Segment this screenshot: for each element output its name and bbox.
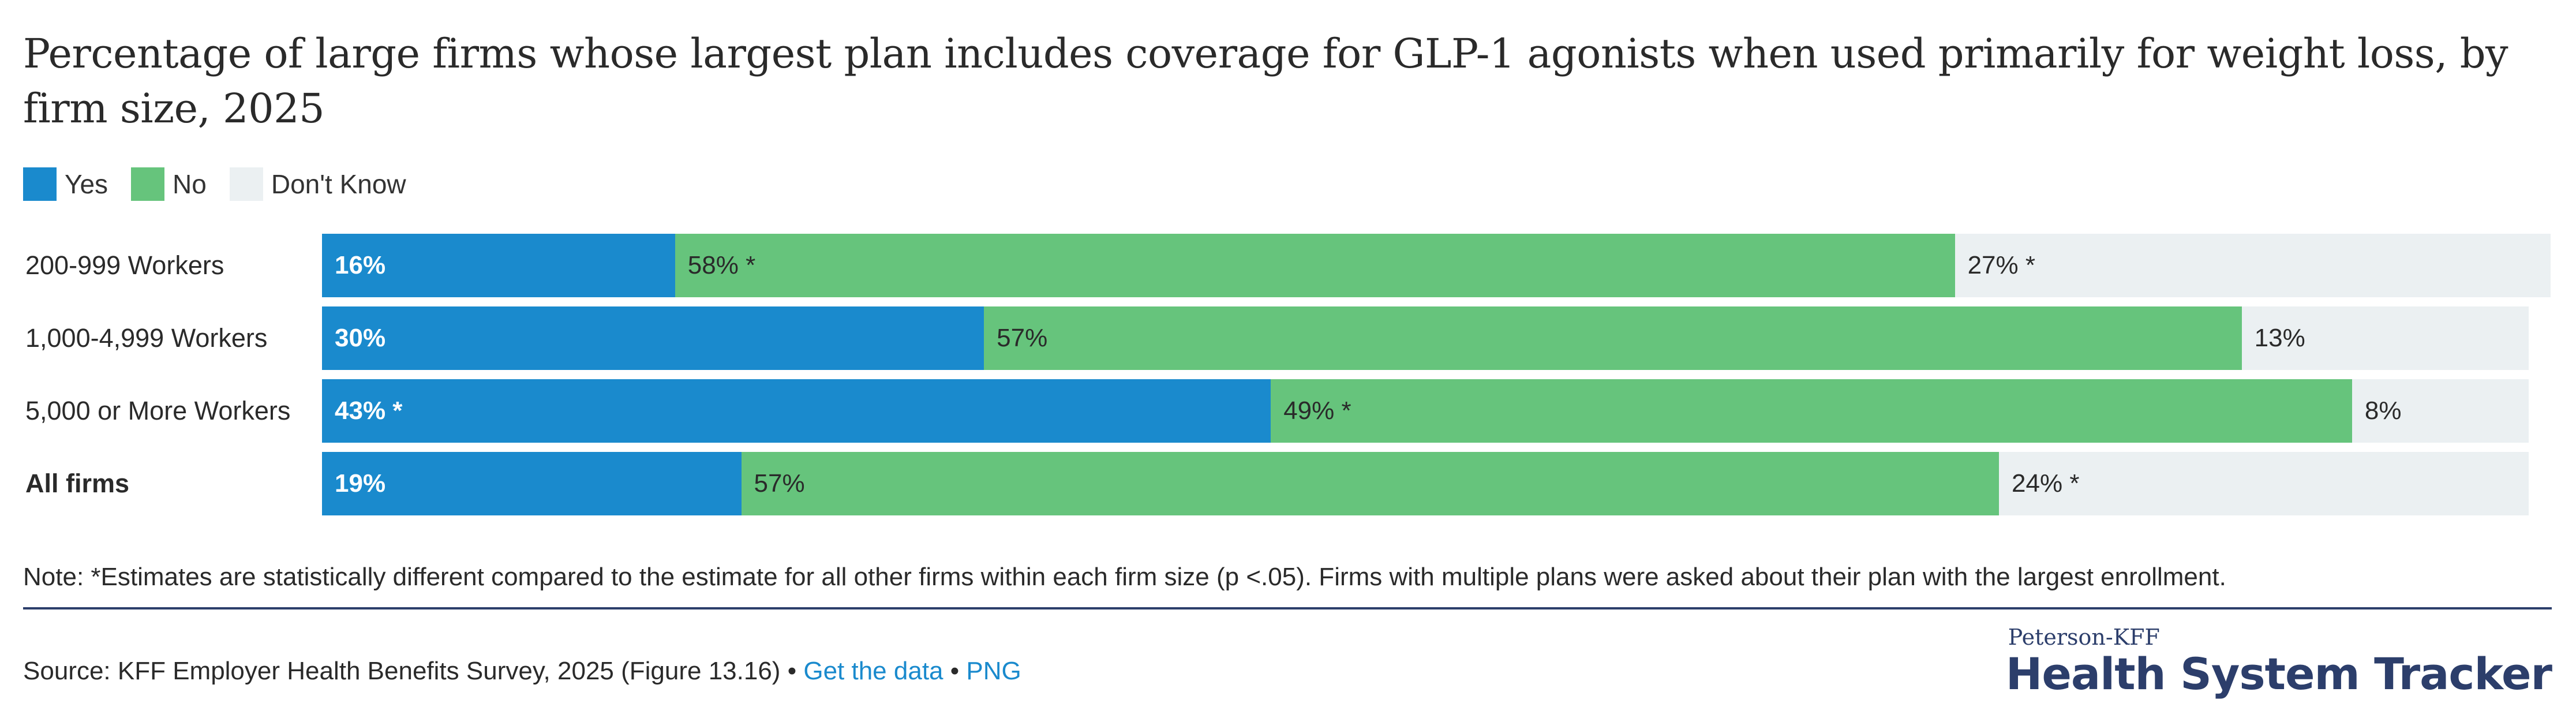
legend-swatch-no [131, 167, 165, 201]
bar-don-t-know-1-000-4-999-workers[interactable] [2241, 306, 2529, 370]
bar-yes-all-firms[interactable] [322, 452, 742, 515]
data-label-no-all-firms: 57% [754, 469, 805, 498]
brand-main-text: Health System Tracker [2005, 648, 2552, 700]
legend: Yes No Don't Know [23, 167, 429, 201]
data-label-yes-all-firms: 19% [335, 469, 386, 498]
data-label-don-t-know-1-000-4-999-workers: 13% [2254, 324, 2305, 352]
legend-label-no: No [173, 169, 207, 199]
brand-top-text: Peterson-KFF [2008, 624, 2160, 650]
stacked-bar-chart: 200-999 Workers 16% 58% * 27% * 1,000-4,999 … [25, 234, 2551, 515]
bar-yes-1-000-4-999-workers[interactable] [322, 306, 984, 370]
row-label-200-999-workers: 200-999 Workers [25, 250, 224, 280]
row-label-1-000-4-999-workers: 1,000-4,999 Workers [25, 323, 268, 353]
bar-yes-200-999-workers[interactable] [322, 234, 675, 297]
chart-note: Note: *Estimates are statistically diffe… [23, 563, 2226, 591]
data-label-no-1-000-4-999-workers: 57% [997, 324, 1048, 352]
bar-yes-5-000-or-more-workers[interactable] [322, 379, 1271, 443]
legend-label-yes: Yes [65, 169, 108, 199]
bar-don-t-know-200-999-workers[interactable] [1955, 234, 2551, 297]
legend-swatch-dont-know [229, 167, 263, 201]
source-text: Source: KFF Employer Health Benefits Sur… [23, 657, 781, 685]
data-label-don-t-know-all-firms: 24% * [2012, 469, 2080, 498]
source-line: Source: KFF Employer Health Benefits Sur… [23, 657, 1021, 686]
bar-no-200-999-workers[interactable] [675, 234, 1955, 297]
bar-no-1-000-4-999-workers[interactable] [984, 306, 2242, 370]
legend-item-dont-know[interactable]: Don't Know [229, 167, 406, 201]
row-label-5-000-or-more-workers: 5,000 or More Workers [25, 396, 291, 425]
source-separator-2: • [950, 657, 960, 685]
data-label-don-t-know-200-999-workers: 27% * [1967, 251, 2035, 279]
get-the-data-link[interactable]: Get the data [803, 657, 943, 685]
bar-no-all-firms[interactable] [741, 452, 2000, 515]
data-label-no-5-000-or-more-workers: 49% * [1283, 397, 1351, 425]
data-label-no-200-999-workers: 58% * [687, 251, 756, 279]
data-label-don-t-know-5-000-or-more-workers: 8% [2364, 397, 2402, 425]
brand-logo[interactable]: Peterson-KFF Health System Tracker [2006, 624, 2552, 698]
data-label-yes-1-000-4-999-workers: 30% [335, 324, 386, 352]
bar-don-t-know-5-000-or-more-workers[interactable] [2352, 379, 2529, 443]
row-label-all-firms: All firms [25, 469, 130, 498]
legend-item-yes[interactable]: Yes [23, 167, 108, 201]
data-label-yes-5-000-or-more-workers: 43% * [335, 397, 403, 425]
bar-don-t-know-all-firms[interactable] [1999, 452, 2529, 515]
png-link[interactable]: PNG [966, 657, 1021, 685]
source-separator-1: • [787, 657, 797, 685]
footer-divider [23, 607, 2552, 609]
bar-no-5-000-or-more-workers[interactable] [1271, 379, 2352, 443]
data-label-yes-200-999-workers: 16% [335, 251, 386, 279]
chart-title: Percentage of large firms whose largest … [23, 30, 2508, 132]
legend-swatch-yes [23, 167, 57, 201]
legend-item-no[interactable]: No [131, 167, 207, 201]
legend-label-dont-know: Don't Know [271, 169, 406, 199]
